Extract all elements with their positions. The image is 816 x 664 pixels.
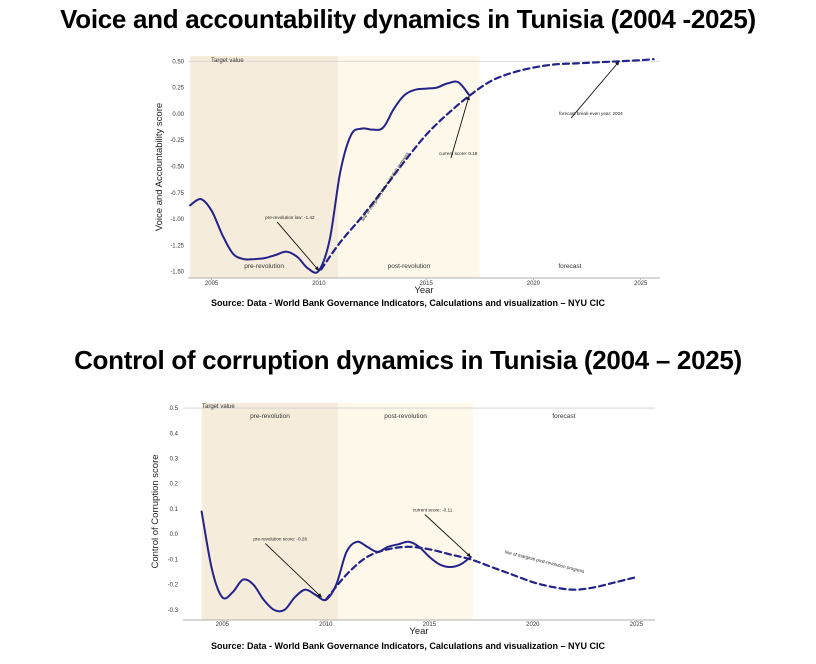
c1-region-label-1: post-revolution	[388, 263, 431, 270]
c1-region-label-2: forecast	[558, 263, 581, 270]
c2-y-tick-label-7: -0.2	[168, 583, 179, 589]
c1-series-actual-line	[189, 80, 471, 274]
c1-annotation-arrowhead-0	[314, 266, 319, 271]
c2-annotation-0: pre-revolution score: -0.26	[253, 537, 307, 542]
c1-annotation-arrow-3	[570, 60, 620, 119]
c1-annotation-arrow-2	[450, 95, 470, 159]
c2-x-tick-label-1: 2010	[319, 622, 333, 628]
c1-annotation-arrowhead-3	[615, 61, 620, 66]
c1-annotation-arrow-0	[276, 221, 320, 271]
c2-x-tick-label-4: 2025	[630, 622, 644, 628]
c1-annotation-arrowhead-2	[466, 96, 470, 101]
c1-region-label-0: pre-revolution	[244, 263, 284, 270]
c2-annotation-arrowhead-0	[317, 593, 322, 598]
c1-region-0	[190, 56, 339, 278]
c1-x-tick-label-3: 2020	[527, 281, 541, 287]
c1-y-tick-label-7: -1.25	[170, 243, 184, 249]
c2-region-0	[201, 403, 339, 620]
c2-series-trend-line	[324, 545, 638, 601]
c1-y-tick-label-5: -0.75	[170, 191, 184, 197]
c1-target-label: Target value	[211, 58, 244, 64]
c2-annotation-arrow-0	[265, 543, 323, 598]
c1-series-trend-line	[319, 58, 655, 271]
c2-x-tick-label-2: 2015	[423, 622, 437, 628]
c2-y-tick-label-1: 0.4	[170, 431, 179, 437]
c1-y-tick-label-0: 0.50	[172, 59, 184, 65]
chart-1-title: Voice and accountability dynamics in Tun…	[60, 4, 756, 34]
c2-annotation-arrowhead-1	[466, 552, 471, 557]
c1-annotation-3: forecast break-even year: 2024	[559, 111, 623, 116]
c1-y-tick-label-1: 0.25	[172, 86, 184, 92]
c2-region-label-1: post-revolution	[384, 413, 427, 420]
c2-x-axis-label: Year	[409, 626, 428, 637]
c2-y-tick-label-3: 0.2	[170, 482, 179, 488]
c2-y-tick-label-8: -0.3	[168, 608, 179, 614]
c2-region-2	[472, 403, 655, 620]
c2-target-label: Target value	[202, 404, 235, 410]
c2-y-tick-label-4: 0.1	[170, 507, 179, 513]
c2-x-tick-label-0: 2005	[216, 622, 230, 628]
c1-region-2	[479, 56, 660, 278]
c1-y-tick-label-3: -0.25	[170, 138, 184, 144]
voice-accountability-chart: Target value pre-revolution post-revolutio…	[154, 56, 660, 296]
c2-y-tick-label-5: 0.0	[170, 532, 179, 538]
c2-region-1	[338, 403, 473, 620]
c1-y-tick-label-4: -0.50	[170, 164, 184, 170]
c2-region-label-2: forecast	[552, 413, 575, 420]
c1-x-tick-label-4: 2025	[634, 281, 648, 287]
c2-y-tick-label-6: -0.1	[168, 557, 179, 563]
chart-2-source: Source: Data - World Bank Governance Ind…	[211, 641, 605, 651]
c2-y-axis-label: Control of Corruption score	[150, 454, 161, 568]
c1-x-tick-label-0: 2005	[205, 281, 219, 287]
c1-y-tick-label-6: -1.00	[170, 217, 184, 223]
chart-2-title: Control of corruption dynamics in Tunisi…	[74, 345, 742, 375]
c1-annotation-0: pre-revolution low: -1.42	[265, 215, 315, 220]
c1-x-tick-label-1: 2010	[312, 281, 326, 287]
c1-x-tick-label-2: 2015	[419, 281, 433, 287]
c2-annotation-arrow-1	[424, 514, 472, 558]
chart-1-source: Source: Data - World Bank Governance Ind…	[211, 298, 605, 308]
c1-y-axis-label: Voice and Accountability score	[154, 103, 165, 231]
c2-x-tick-label-3: 2020	[526, 622, 540, 628]
c1-annotation-2: current score: 0.18	[439, 151, 478, 156]
c1-y-tick-label-2: 0.00	[172, 112, 184, 118]
c2-series-actual-line	[200, 510, 472, 613]
c2-y-tick-label-0: 0.5	[170, 406, 179, 412]
c2-annotation-1: current score: -0.11	[413, 508, 453, 513]
c1-x-axis-label: Year	[414, 285, 433, 296]
c2-y-tick-label-2: 0.3	[170, 457, 179, 463]
c1-y-tick-label-8: -1.50	[170, 270, 184, 276]
c2-region-label-0: pre-revolution	[250, 413, 290, 420]
